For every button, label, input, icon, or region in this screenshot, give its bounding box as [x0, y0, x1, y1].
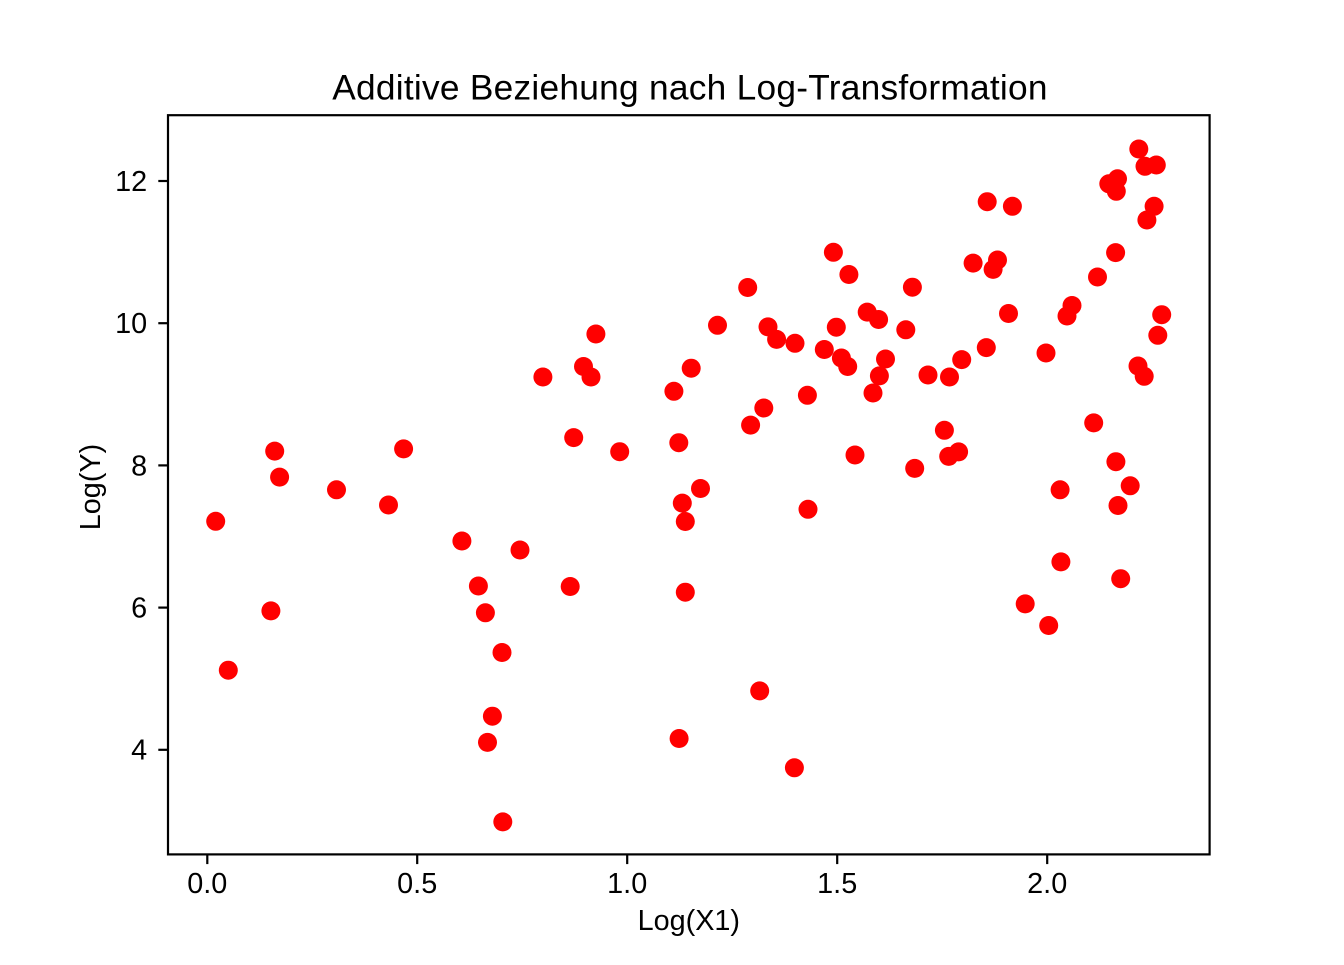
svg-text:0.5: 0.5: [397, 868, 437, 900]
svg-text:6: 6: [131, 593, 147, 625]
svg-text:10: 10: [115, 308, 147, 340]
svg-text:Log(Y): Log(Y): [75, 444, 107, 530]
svg-text:0.0: 0.0: [187, 868, 227, 900]
svg-text:8: 8: [131, 450, 147, 482]
svg-text:1.5: 1.5: [817, 868, 857, 900]
svg-text:2.0: 2.0: [1027, 868, 1067, 900]
svg-text:Log(X1): Log(X1): [638, 905, 740, 937]
svg-text:Additive Beziehung nach Log-Tr: Additive Beziehung nach Log-Transformati…: [332, 68, 1048, 107]
svg-text:4: 4: [131, 735, 147, 767]
svg-text:12: 12: [115, 166, 147, 198]
svg-text:1.0: 1.0: [607, 868, 647, 900]
